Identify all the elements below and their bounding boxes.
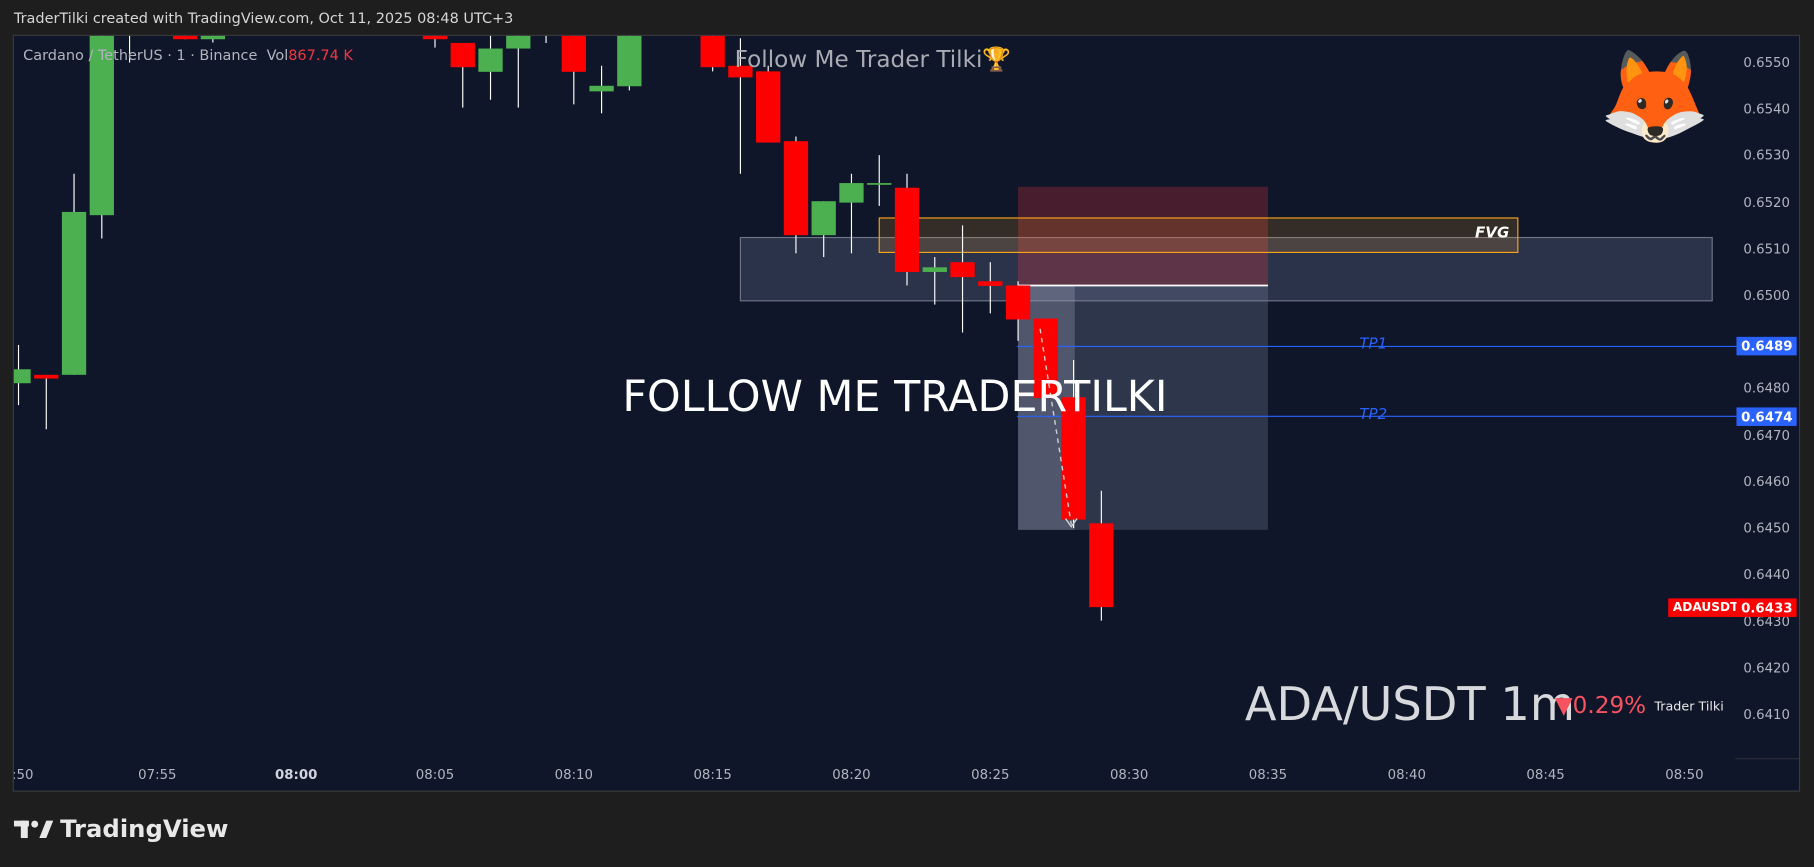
candle-body-08:17 — [756, 71, 781, 143]
candle-body-08:08 — [506, 35, 531, 49]
candle-body-08:06 — [450, 42, 475, 68]
watermark-change: ▼0.29% — [1554, 691, 1647, 719]
candle-body-07:52 — [61, 211, 87, 375]
fox-logo-icon: 🦊 — [1598, 45, 1712, 150]
watermark-pair: ADA/USDT 1m — [1244, 678, 1575, 732]
time-axis-label: 7:50 — [14, 766, 34, 783]
candle-body-08:27 — [1033, 318, 1058, 399]
candle-body-08:28 — [1061, 397, 1086, 520]
candle-body-07:50 — [13, 369, 31, 384]
watermark-author: Trader Tilki — [1654, 699, 1724, 715]
price-axis-label: 0.6410 — [1743, 706, 1790, 723]
symbol-title: Cardano / TetherUS · 1 · Binance — [23, 46, 258, 64]
price-axis-label: 0.6530 — [1743, 147, 1790, 164]
candle-body-08:23 — [922, 267, 947, 272]
take-profit-label-2: TP2 — [1359, 405, 1388, 424]
candle-body-08:05 — [422, 35, 448, 40]
candle-body-08:19 — [811, 201, 836, 236]
axis-corner-divider — [1735, 758, 1799, 760]
candle-body-08:12 — [617, 35, 642, 87]
candle-body-08:20 — [839, 183, 864, 203]
price-axis-label: 0.6430 — [1743, 612, 1790, 630]
price-axis-label: 0.6510 — [1743, 240, 1790, 257]
fvg-label: FVG — [1475, 224, 1510, 243]
price-axis-label: 0.6440 — [1743, 566, 1790, 583]
tradingview-logo[interactable]: TradingView — [13, 814, 229, 843]
candle-body-07:51 — [34, 374, 59, 379]
last-price-tag: 0.6433 — [1736, 597, 1798, 617]
time-axis-label: 08:05 — [415, 766, 455, 783]
volume-value: 867.74 K — [288, 46, 353, 64]
price-axis-label: 0.6460 — [1743, 473, 1790, 490]
candlestick-chart[interactable] — [13, 35, 1800, 792]
price-axis-label: 0.6550 — [1743, 54, 1790, 71]
take-profit-price-tag-2: 0.6474 — [1736, 407, 1798, 426]
tradingview-logo-icon — [13, 818, 54, 839]
candle-body-08:21 — [867, 183, 892, 185]
volume-label: Vol — [266, 46, 289, 64]
price-axis-label: 0.6520 — [1743, 194, 1790, 211]
take-profit-price-tag-1: 0.6489 — [1736, 337, 1798, 356]
candle-body-08:11 — [589, 85, 614, 92]
price-axis-label: 0.6470 — [1743, 426, 1790, 443]
candle-body-07:57 — [200, 35, 226, 40]
candle-body-08:29 — [1089, 523, 1114, 608]
time-axis-label: 08:10 — [554, 766, 593, 783]
fvg-zone — [878, 217, 1519, 253]
candle-body-08:07 — [478, 48, 503, 72]
target-zone — [1018, 285, 1268, 530]
price-axis-label: 0.6450 — [1743, 519, 1790, 537]
candle-body-08:15 — [700, 35, 725, 68]
price-axis-label: 0.6420 — [1743, 659, 1790, 676]
snapshot-caption: TraderTilki created with TradingView.com… — [13, 9, 514, 27]
last-price-symbol-tag: ADAUSDT — [1668, 597, 1743, 617]
watermark-follow-big: FOLLOW ME TRADERTILKI — [622, 371, 1168, 422]
price-axis-label: 0.6540 — [1743, 100, 1790, 118]
time-axis-label: 08:00 — [274, 766, 318, 783]
candle-body-08:10 — [561, 35, 586, 72]
symbol-legend[interactable]: Cardano / TetherUS · 1 · Binance Vol867.… — [23, 46, 353, 63]
stop-loss-zone — [1018, 186, 1268, 286]
candle-body-08:25 — [978, 281, 1003, 286]
time-axis-label: 08:35 — [1248, 766, 1288, 783]
time-axis-label: 08:15 — [693, 766, 732, 783]
candle-body-08:26 — [1005, 285, 1031, 320]
candle-body-07:56 — [172, 35, 198, 40]
time-axis-label: 08:25 — [971, 766, 1010, 783]
tradingview-logo-text: TradingView — [60, 814, 229, 843]
time-axis-label: 08:20 — [832, 766, 871, 783]
chart-pane[interactable]: Cardano / TetherUS · 1 · Binance Vol867.… — [12, 34, 1801, 792]
price-axis-label: 0.6500 — [1743, 287, 1790, 304]
time-axis-label: 07:55 — [138, 766, 177, 783]
time-axis-label: 08:40 — [1387, 766, 1426, 783]
price-axis-label: 0.6480 — [1743, 380, 1790, 397]
time-axis-label: 08:50 — [1665, 766, 1704, 783]
take-profit-label-1: TP1 — [1359, 336, 1388, 354]
candle-body-07:53 — [89, 35, 114, 216]
candle-body-08:24 — [950, 262, 975, 278]
candle-body-08:16 — [728, 65, 753, 78]
time-axis-label: 08:45 — [1526, 766, 1565, 783]
projection-arrow-head — [1064, 518, 1078, 528]
candle-body-08:18 — [783, 141, 809, 236]
time-axis-label: 08:30 — [1109, 766, 1149, 783]
candle-body-08:22 — [894, 187, 920, 272]
watermark-follow-small: Follow Me Trader Tilki🏆 — [734, 45, 1012, 73]
